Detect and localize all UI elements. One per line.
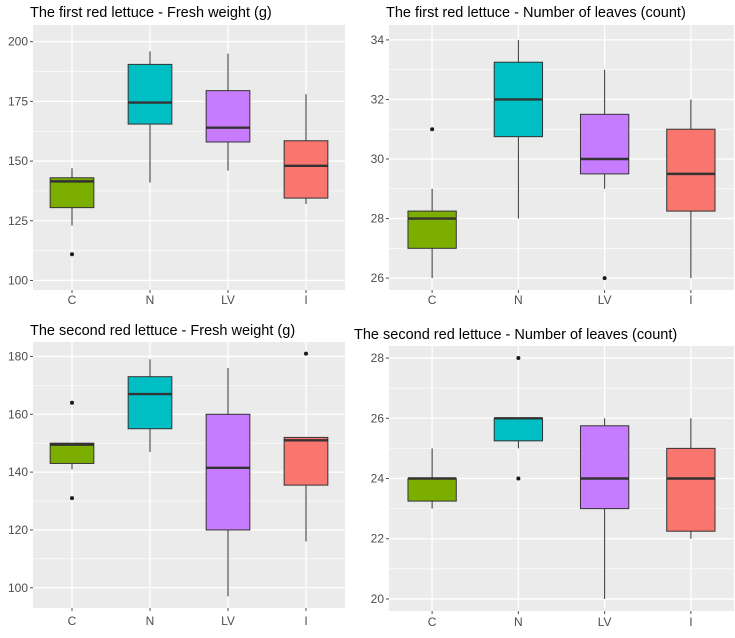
y-tick-label: 20: [371, 592, 385, 606]
x-tick-label: LV: [598, 293, 612, 307]
y-tick-label: 200: [8, 35, 28, 49]
box-body: [666, 447, 716, 532]
box-body: [579, 425, 630, 510]
x-tick-label: I: [689, 615, 692, 629]
outlier-point: [516, 476, 521, 481]
box-body: [283, 436, 329, 486]
y-tick-label: 24: [371, 472, 385, 486]
box-i: [283, 94, 329, 205]
box-c: [407, 127, 457, 279]
y-tick-label: 28: [371, 351, 385, 365]
x-tick-label: N: [514, 615, 523, 629]
y-tick-label: 140: [8, 465, 28, 479]
y-tick-label: 100: [8, 581, 28, 595]
box-n: [493, 356, 544, 481]
x-tick-label: I: [304, 614, 307, 628]
x-tick-label: LV: [221, 614, 235, 628]
box-i: [283, 351, 329, 542]
box-body: [49, 442, 95, 464]
box-body: [49, 177, 95, 209]
x-tick-label: C: [68, 293, 77, 307]
box-c: [49, 400, 95, 501]
box-c: [49, 168, 95, 257]
box-body: [283, 140, 329, 199]
outlier-point: [430, 127, 435, 132]
box-i: [666, 99, 716, 279]
y-tick-label: 30: [371, 152, 385, 166]
y-tick-label: 160: [8, 407, 28, 421]
box-body: [205, 413, 251, 531]
box-lv: [579, 418, 630, 599]
chart-title: The second red lettuce - Fresh weight (g…: [30, 323, 295, 339]
x-tick-label: C: [428, 293, 437, 307]
y-tick-label: 100: [8, 273, 28, 287]
box-lv: [579, 69, 630, 281]
outlier-point: [70, 496, 74, 501]
box-n: [493, 39, 544, 219]
chart-title: The first red lettuce - Number of leaves…: [386, 5, 686, 21]
outlier-point: [70, 252, 74, 257]
chart-svg: The first red lettuce - Fresh weight (g)…: [8, 5, 345, 307]
box-body: [493, 417, 544, 442]
box-body: [127, 63, 173, 125]
y-tick-label: 34: [371, 33, 385, 47]
box-lv: [205, 53, 251, 171]
x-tick-label: LV: [598, 615, 612, 629]
y-tick-label: 26: [371, 271, 385, 285]
chart-panel-4: The second red lettuce - Number of leave…: [352, 318, 735, 638]
outlier-point: [516, 356, 521, 361]
y-tick-label: 22: [371, 532, 385, 546]
chart-title: The first red lettuce - Fresh weight (g): [30, 5, 272, 21]
y-tick-label: 150: [8, 154, 28, 168]
chart-panel-1: The first red lettuce - Fresh weight (g)…: [0, 0, 350, 318]
x-tick-label: C: [428, 615, 437, 629]
box-body: [666, 128, 716, 212]
x-tick-label: I: [689, 293, 692, 307]
outlier-point: [70, 400, 74, 405]
box-body: [407, 478, 457, 502]
y-tick-label: 180: [8, 349, 28, 363]
y-tick-label: 125: [8, 214, 28, 228]
box-c: [407, 448, 457, 509]
chart-svg: The first red lettuce - Number of leaves…: [371, 5, 734, 307]
box-n: [127, 359, 173, 452]
chart-title: The second red lettuce - Number of leave…: [354, 327, 677, 343]
chart-svg: The second red lettuce - Fresh weight (g…: [8, 323, 345, 628]
y-tick-label: 32: [371, 92, 385, 106]
box-body: [579, 113, 630, 175]
y-tick-label: 26: [371, 411, 385, 425]
x-tick-label: C: [68, 614, 77, 628]
x-tick-label: N: [146, 614, 155, 628]
box-n: [127, 51, 173, 183]
x-tick-label: N: [514, 293, 523, 307]
box-i: [666, 418, 716, 539]
outlier-point: [602, 276, 607, 281]
chart-svg: The second red lettuce - Number of leave…: [354, 327, 734, 629]
y-tick-label: 120: [8, 523, 28, 537]
chart-panel-2: The first red lettuce - Number of leaves…: [352, 0, 735, 318]
x-tick-label: LV: [221, 293, 235, 307]
y-tick-label: 28: [371, 212, 385, 226]
box-body: [127, 376, 173, 430]
chart-panel-3: The second red lettuce - Fresh weight (g…: [0, 318, 350, 638]
outlier-point: [304, 351, 308, 356]
x-tick-label: N: [146, 293, 155, 307]
x-tick-label: I: [304, 293, 307, 307]
box-body: [407, 210, 457, 249]
box-body: [205, 90, 251, 143]
box-lv: [205, 368, 251, 597]
y-tick-label: 175: [8, 94, 28, 108]
